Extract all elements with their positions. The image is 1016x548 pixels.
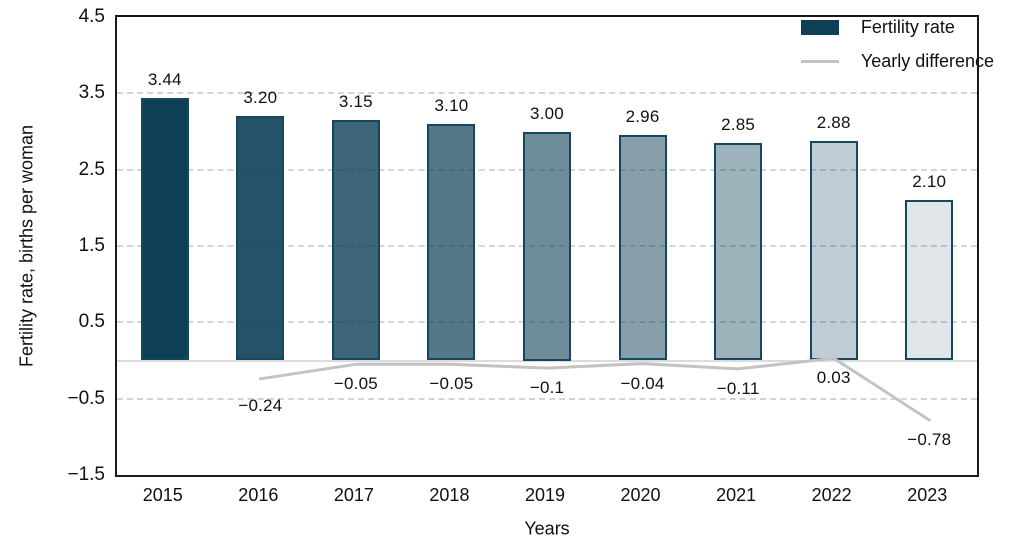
bar-2017 [331,120,380,361]
x-axis-title: Years [524,518,570,539]
diff-value-label: −0.11 [716,378,760,398]
bar-2015 [140,97,189,361]
x-tick-label-2023: 2023 [907,485,948,505]
bar-value-label: 3.00 [530,103,564,123]
x-tick-label-2015: 2015 [142,485,183,505]
y-tick-label: 0.5 [78,311,105,333]
legend-label: Fertility rate [860,17,955,37]
bar-2016 [236,116,285,361]
y-tick-label: −1.5 [67,464,105,485]
x-tick-label-2020: 2020 [620,485,661,505]
gridline [117,92,977,95]
y-tick-label: 3.5 [78,82,105,104]
yearly-difference-swatch-icon [800,60,839,63]
bar-value-label: 3.15 [338,92,373,112]
diff-value-label: 0.03 [816,368,851,388]
bar-2018 [427,123,476,361]
y-tick-label: 1.5 [78,235,105,256]
yearly-difference-line [258,356,931,422]
x-tick-label-2016: 2016 [238,485,279,505]
legend-item-yearly-difference: Yearly difference [800,51,994,72]
diff-value-label: −0.24 [238,395,283,415]
diff-value-label: −0.05 [429,374,474,394]
bar-value-label: 3.44 [147,69,182,89]
bar-2023 [905,200,954,361]
legend-item-fertility-rate: Fertility rate [800,17,994,38]
bar-2019 [523,131,571,361]
y-tick-label: 4.5 [78,6,105,27]
bar-2022 [809,140,858,361]
x-tick-label-2021: 2021 [716,485,757,505]
fertility-rate-swatch-icon [800,20,839,35]
y-axis: 4.5 3.5 2.5 1.5 0.5 −0.5 −1.5 [0,6,115,485]
plot-inner: 3.44 3.20 3.15 3.10 3.00 2.96 2.85 2.88 2.10 −0.2… [117,17,977,475]
y-tick-label: −0.5 [67,387,105,409]
gridline [117,397,977,400]
diff-value-label: −0.1 [529,378,565,398]
x-tick-label-2017: 2017 [333,485,374,505]
diff-value-label: −0.78 [907,430,952,450]
bar-value-label: 2.96 [625,106,660,126]
diff-value-label: −0.04 [620,373,665,393]
bar-value-label: 3.20 [243,88,278,108]
legend: Fertility rate Yearly difference [800,17,994,72]
legend-label: Yearly difference [860,51,994,71]
x-tick-label-2018: 2018 [429,485,470,505]
plot-area: 3.44 3.20 3.15 3.10 3.00 2.96 2.85 2.88 2.10 −0.2… [115,15,979,477]
bar-value-label: 3.10 [434,95,469,115]
x-tick-label-2022: 2022 [811,485,852,505]
diff-value-label: −0.05 [333,374,378,394]
zero-line [117,359,977,362]
x-tick-label-2019: 2019 [524,485,566,505]
bar-value-label: 2.88 [816,112,851,132]
bar-2020 [618,134,667,361]
y-tick-label: 2.5 [78,158,105,180]
bar-value-label: 2.10 [912,172,947,192]
bar-value-label: 2.85 [721,114,756,134]
bar-2021 [714,142,763,361]
x-axis: 2015 2016 2017 2018 2019 2020 2021 2022 2023 [115,485,975,509]
